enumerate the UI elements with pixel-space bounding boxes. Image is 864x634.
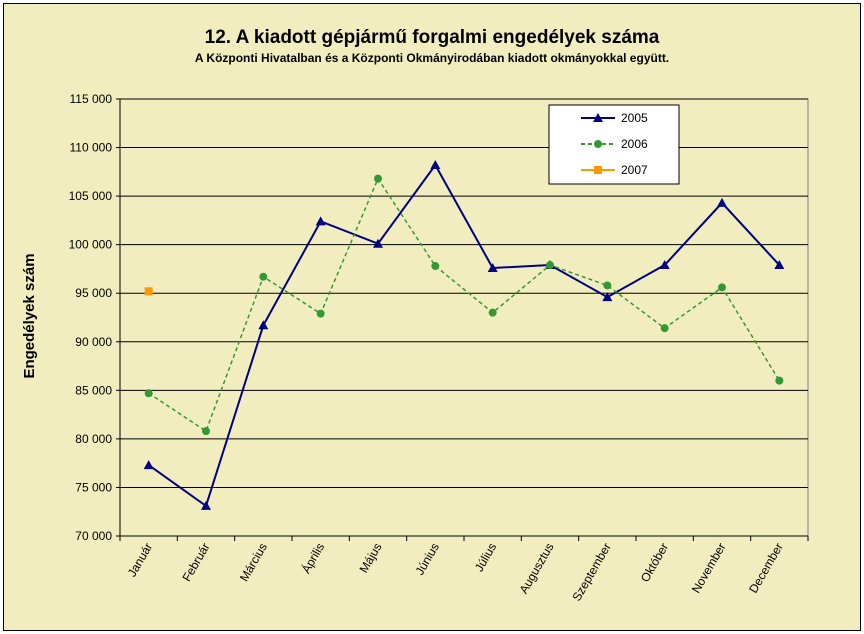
data-point-2005 bbox=[315, 216, 326, 226]
chart-frame bbox=[3, 3, 861, 631]
series-line-2005 bbox=[148, 163, 781, 508]
data-point-2005 bbox=[774, 260, 785, 270]
x-axis-ticks: Január Február Március Április Május Június Jú… bbox=[119, 535, 809, 604]
x-tick-label: November bbox=[689, 541, 729, 596]
data-point-2006 bbox=[202, 427, 210, 436]
y-tick-label: 70 000 bbox=[75, 529, 112, 543]
data-point-2006 bbox=[259, 272, 268, 281]
data-point-2006 bbox=[431, 262, 440, 271]
legend-marker-2007 bbox=[594, 166, 602, 174]
legend: 2005 2006 2007 bbox=[548, 104, 680, 185]
x-tick-label: Február bbox=[179, 541, 212, 584]
data-point-2006 bbox=[775, 376, 784, 385]
legend-label-2006: 2006 bbox=[621, 137, 648, 151]
x-tick-label: Június bbox=[412, 541, 441, 578]
y-tick-label: 115 000 bbox=[70, 92, 113, 106]
data-point-2005 bbox=[373, 238, 383, 248]
data-point-2007 bbox=[144, 287, 153, 296]
y-tick-label: 95 000 bbox=[75, 286, 112, 300]
x-tick-label: Augusztus bbox=[516, 541, 556, 597]
y-tick-label: 90 000 bbox=[75, 335, 112, 349]
y-axis-label: Engedélyek szám bbox=[21, 253, 38, 378]
x-tick-label: Szeptember bbox=[569, 541, 613, 604]
series-layer bbox=[143, 160, 785, 510]
data-point-2005 bbox=[717, 197, 727, 207]
gridlines bbox=[119, 98, 809, 537]
data-point-2006 bbox=[603, 281, 612, 290]
data-point-2005 bbox=[659, 260, 670, 270]
data-point-2006 bbox=[144, 389, 153, 398]
data-point-2005 bbox=[487, 262, 498, 272]
legend-label-2007: 2007 bbox=[621, 163, 648, 177]
legend-marker-2005 bbox=[593, 113, 603, 122]
y-tick-label: 75 000 bbox=[75, 480, 112, 494]
chart-title: 12. A kiadott gépjármű forgalmi engedély… bbox=[204, 27, 660, 48]
y-tick-label: 80 000 bbox=[75, 432, 112, 446]
data-point-2006 bbox=[718, 283, 726, 292]
x-tick-label: December bbox=[746, 541, 786, 596]
legend-label-2005: 2005 bbox=[621, 111, 648, 125]
x-tick-label: Január bbox=[125, 541, 155, 580]
data-point-2006 bbox=[546, 261, 554, 270]
data-point-2005 bbox=[201, 500, 211, 510]
data-point-2006 bbox=[374, 174, 382, 183]
x-tick-label: Április bbox=[298, 540, 327, 576]
x-tick-label: Július bbox=[472, 541, 499, 575]
y-tick-label: 100 000 bbox=[69, 238, 113, 252]
plot-area bbox=[119, 98, 809, 537]
data-point-2005 bbox=[143, 460, 154, 470]
data-point-2005 bbox=[602, 292, 613, 302]
series-2005 bbox=[143, 160, 785, 510]
series-2006 bbox=[144, 174, 784, 436]
series-2007 bbox=[144, 287, 153, 296]
y-tick-label: 85 000 bbox=[75, 383, 112, 397]
data-point-2006 bbox=[660, 324, 669, 333]
legend-marker-2006 bbox=[594, 140, 602, 148]
legend-box bbox=[548, 104, 680, 185]
series-line-2006 bbox=[148, 177, 780, 433]
x-tick-label: Május bbox=[356, 541, 384, 576]
data-point-2006 bbox=[316, 309, 325, 318]
x-tick-label: Március bbox=[237, 541, 270, 584]
x-tick-label: Október bbox=[638, 540, 671, 584]
data-point-2005 bbox=[258, 320, 269, 330]
y-axis-ticks: 70 000 75 000 80 000 85 000 90 000 95 000 100 … bbox=[69, 92, 121, 543]
y-tick-label: 105 000 bbox=[69, 189, 113, 203]
data-point-2005 bbox=[430, 160, 441, 170]
y-tick-label: 110 000 bbox=[70, 141, 113, 155]
chart-subtitle: A Központi Hivatalban és a Központi Okmá… bbox=[194, 51, 670, 65]
data-point-2006 bbox=[488, 308, 497, 317]
